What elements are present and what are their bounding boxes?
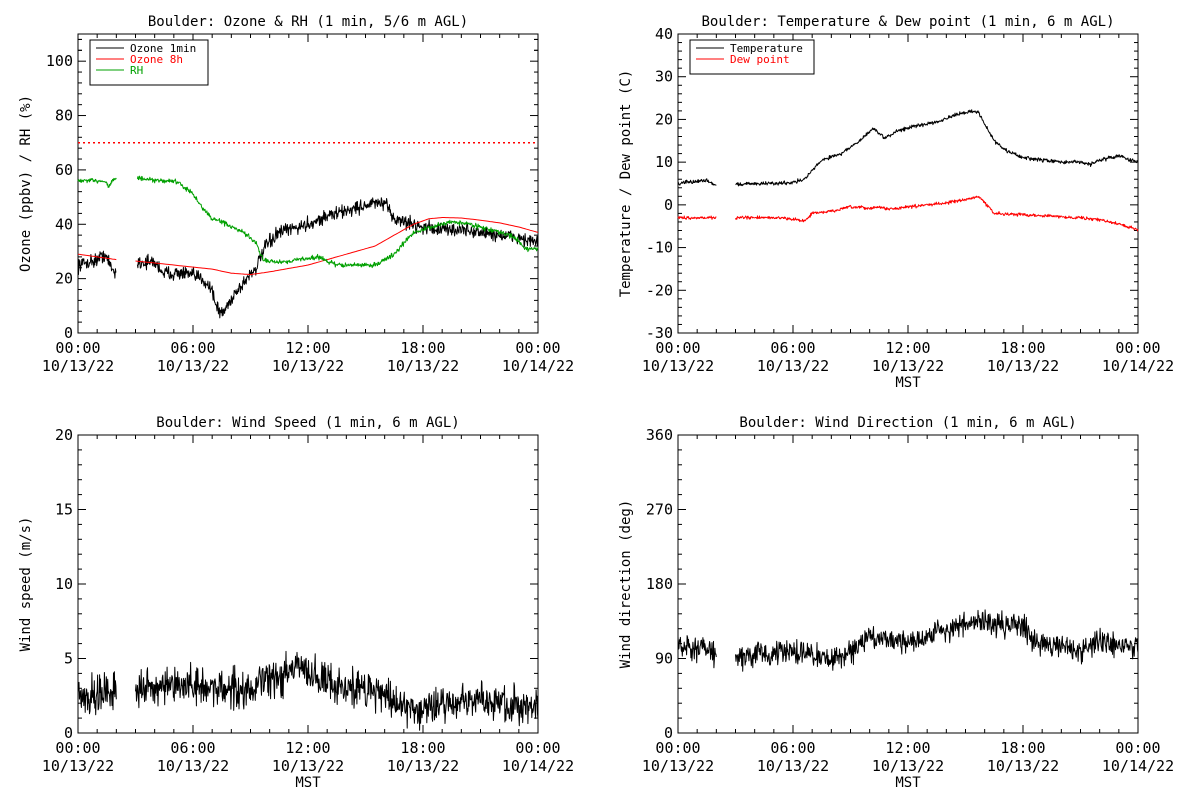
y-tick-label: 60 bbox=[55, 161, 73, 179]
x-tick-date-label: 10/13/22 bbox=[642, 757, 714, 775]
series-line-1 bbox=[677, 609, 1139, 672]
x-tick-date-label: 10/13/22 bbox=[872, 757, 944, 775]
x-tick-date-label: 10/13/22 bbox=[642, 357, 714, 375]
x-tick-date-label: 10/13/22 bbox=[387, 357, 459, 375]
x-tick-time-label: 00:00 bbox=[55, 739, 100, 757]
x-tick-date-label: 10/14/22 bbox=[1102, 357, 1174, 375]
series-line-1 bbox=[77, 650, 539, 731]
y-tick-label: 180 bbox=[646, 575, 673, 593]
chart-panel-2: Boulder: Temperature & Dew point (1 min,… bbox=[618, 14, 1174, 391]
x-tick-time-label: 00:00 bbox=[55, 339, 100, 357]
x-tick-date-label: 10/13/22 bbox=[872, 357, 944, 375]
y-axis-label: Temperature / Dew point (C) bbox=[618, 70, 634, 298]
x-tick-time-label: 06:00 bbox=[170, 339, 215, 357]
x-tick-time-label: 00:00 bbox=[1115, 339, 1160, 357]
legend-label: Ozone 8h bbox=[130, 53, 183, 66]
series-line-ozone-8h bbox=[77, 217, 539, 276]
y-tick-label: 270 bbox=[646, 501, 673, 519]
x-tick-time-label: 06:00 bbox=[770, 339, 815, 357]
x-tick-time-label: 18:00 bbox=[400, 339, 445, 357]
series-line-temperature bbox=[677, 109, 1139, 187]
y-tick-label: 20 bbox=[55, 270, 73, 288]
legend-box bbox=[689, 39, 815, 75]
y-tick-label: 15 bbox=[55, 501, 73, 519]
x-tick-time-label: 18:00 bbox=[1000, 739, 1045, 757]
x-tick-time-label: 06:00 bbox=[770, 739, 815, 757]
y-tick-label: 40 bbox=[655, 25, 673, 43]
x-tick-time-label: 00:00 bbox=[655, 739, 700, 757]
x-tick-date-label: 10/13/22 bbox=[987, 757, 1059, 775]
x-tick-time-label: 00:00 bbox=[515, 739, 560, 757]
x-tick-date-label: 10/13/22 bbox=[757, 357, 829, 375]
legend-label: Dew point bbox=[730, 53, 790, 66]
chart-title: Boulder: Wind Speed (1 min, 6 m AGL) bbox=[156, 415, 459, 431]
y-tick-label: 20 bbox=[655, 110, 673, 128]
y-tick-label: 0 bbox=[64, 724, 73, 742]
x-axis-label: MST bbox=[295, 775, 321, 791]
x-tick-date-label: 10/13/22 bbox=[757, 757, 829, 775]
y-tick-label: 100 bbox=[46, 52, 73, 70]
x-tick-date-label: 10/13/22 bbox=[272, 757, 344, 775]
y-tick-label: 40 bbox=[55, 215, 73, 233]
x-tick-date-label: 10/13/22 bbox=[987, 357, 1059, 375]
y-axis-label: Ozone (ppbv) / RH (%) bbox=[18, 95, 34, 272]
legend-label: Temperature bbox=[730, 42, 803, 55]
series-line-rh bbox=[77, 175, 539, 269]
x-tick-time-label: 00:00 bbox=[515, 339, 560, 357]
y-tick-label: 360 bbox=[646, 426, 673, 444]
chart-panel-4: Boulder: Wind Direction (1 min, 6 m AGL)… bbox=[618, 415, 1174, 791]
y-tick-label: 10 bbox=[655, 153, 673, 171]
chart-title: Boulder: Wind Direction (1 min, 6 m AGL) bbox=[739, 415, 1076, 431]
x-tick-time-label: 18:00 bbox=[1000, 339, 1045, 357]
y-tick-label: -10 bbox=[646, 239, 673, 257]
y-tick-label: 0 bbox=[64, 324, 73, 342]
y-tick-label: 0 bbox=[664, 724, 673, 742]
series-line-ozone-1min bbox=[77, 197, 539, 319]
x-tick-time-label: 12:00 bbox=[885, 339, 930, 357]
x-tick-date-label: 10/13/22 bbox=[157, 757, 229, 775]
y-tick-label: 10 bbox=[55, 575, 73, 593]
y-tick-label: -30 bbox=[646, 324, 673, 342]
x-tick-time-label: 12:00 bbox=[885, 739, 930, 757]
x-tick-date-label: 10/14/22 bbox=[502, 357, 574, 375]
x-tick-time-label: 00:00 bbox=[1115, 739, 1160, 757]
chart-title: Boulder: Ozone & RH (1 min, 5/6 m AGL) bbox=[148, 14, 468, 30]
y-tick-label: 90 bbox=[655, 650, 673, 668]
chart-title: Boulder: Temperature & Dew point (1 min,… bbox=[701, 14, 1114, 30]
legend-label: Ozone 1min bbox=[130, 42, 196, 55]
y-tick-label: 30 bbox=[655, 68, 673, 86]
x-axis-label: MST bbox=[895, 375, 921, 391]
x-tick-date-label: 10/13/22 bbox=[157, 357, 229, 375]
x-tick-date-label: 10/14/22 bbox=[502, 757, 574, 775]
x-tick-time-label: 00:00 bbox=[655, 339, 700, 357]
x-tick-time-label: 18:00 bbox=[400, 739, 445, 757]
y-tick-label: 0 bbox=[664, 196, 673, 214]
x-tick-time-label: 06:00 bbox=[170, 739, 215, 757]
x-tick-time-label: 12:00 bbox=[285, 339, 330, 357]
y-tick-label: 20 bbox=[55, 426, 73, 444]
x-tick-date-label: 10/14/22 bbox=[1102, 757, 1174, 775]
series-line-dew-point bbox=[677, 195, 1139, 232]
y-tick-label: 5 bbox=[64, 650, 73, 668]
x-tick-time-label: 12:00 bbox=[285, 739, 330, 757]
x-tick-date-label: 10/13/22 bbox=[272, 357, 344, 375]
x-tick-date-label: 10/13/22 bbox=[387, 757, 459, 775]
chart-panel-1: Boulder: Ozone & RH (1 min, 5/6 m AGL) 0 2… bbox=[18, 14, 574, 375]
y-tick-label: -20 bbox=[646, 281, 673, 299]
y-axis-label: Wind direction (deg) bbox=[618, 500, 634, 669]
x-tick-date-label: 10/13/22 bbox=[42, 757, 114, 775]
chart-panel-3: Boulder: Wind Speed (1 min, 6 m AGL) 0 5 10… bbox=[18, 415, 574, 791]
x-tick-date-label: 10/13/22 bbox=[42, 357, 114, 375]
legend-label: RH bbox=[130, 64, 143, 77]
x-axis-label: MST bbox=[895, 775, 921, 791]
y-tick-label: 80 bbox=[55, 107, 73, 125]
y-axis-label: Wind speed (m/s) bbox=[18, 517, 34, 652]
